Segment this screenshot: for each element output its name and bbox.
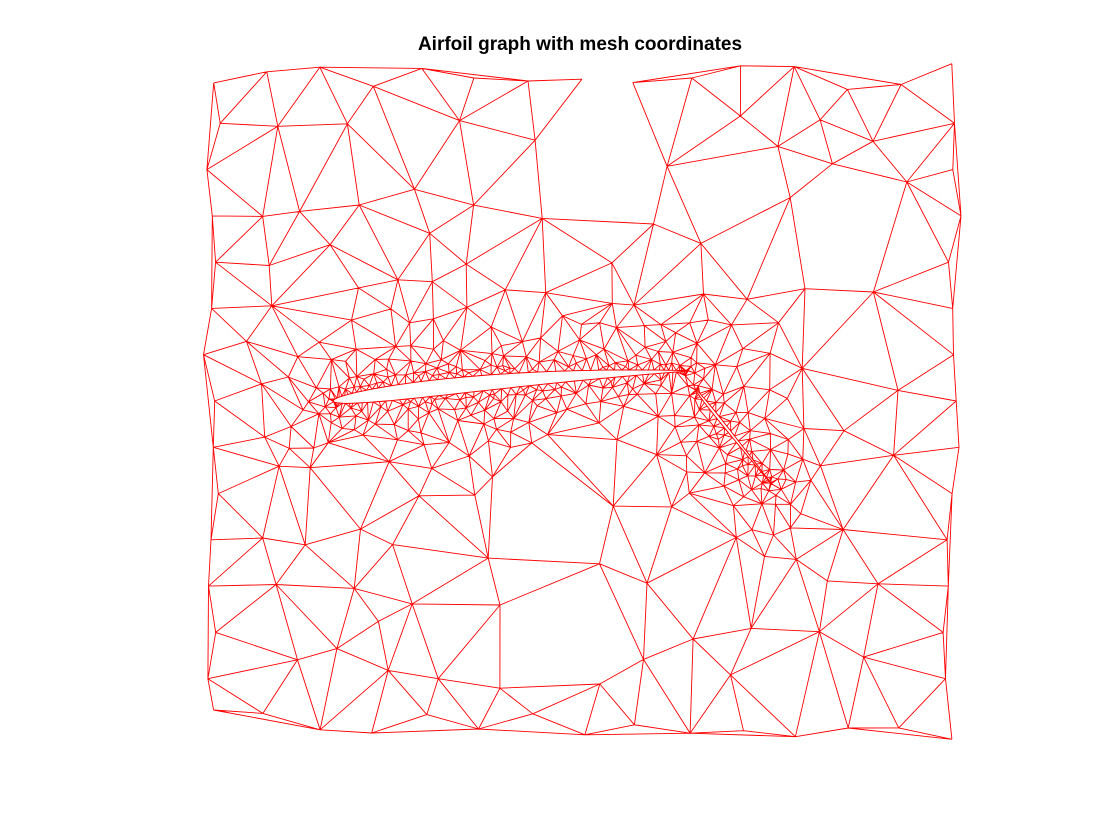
chart-title: Airfoil graph with mesh coordinates xyxy=(417,34,743,55)
mesh-edges xyxy=(203,63,962,740)
flap-body xyxy=(695,389,772,485)
main-airfoil-body xyxy=(332,369,689,404)
mesh-edge-path xyxy=(203,63,962,740)
